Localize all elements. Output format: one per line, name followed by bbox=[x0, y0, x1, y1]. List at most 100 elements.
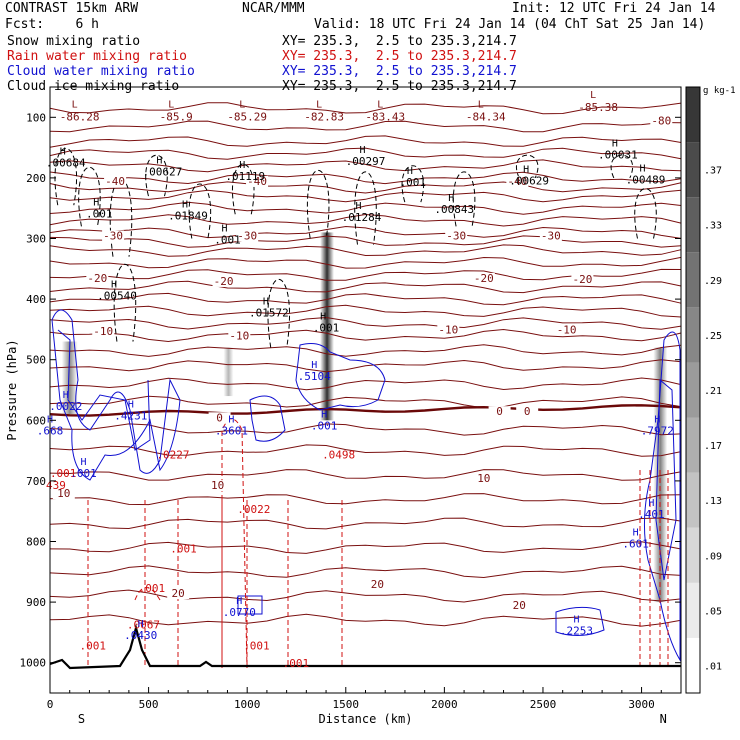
high-marker: H bbox=[138, 619, 144, 630]
y-tick-label: 600 bbox=[26, 414, 46, 427]
cloudwater-contour bbox=[555, 606, 605, 636]
isotherm-label: -30 bbox=[103, 230, 123, 243]
colorbar-label: .13 bbox=[704, 496, 722, 507]
isotherm-line bbox=[49, 181, 682, 194]
high-marker: H bbox=[321, 410, 327, 421]
terrain-line bbox=[49, 623, 681, 670]
field-snow-xy: XY= 235.3, 2.5 to 235.3,214.7 bbox=[282, 34, 517, 49]
isotherm-line bbox=[49, 135, 682, 148]
colorbar-label: .09 bbox=[704, 551, 722, 562]
high-marker: H bbox=[239, 160, 245, 171]
x-tick-label: 0 bbox=[47, 698, 54, 711]
tropopause-low-label: -86.28 bbox=[60, 110, 100, 123]
cloudwater-high-label: .401 bbox=[638, 508, 665, 521]
high-marker: H bbox=[360, 145, 366, 156]
colorbar-segment bbox=[686, 307, 700, 363]
cloudwater-contour bbox=[237, 595, 263, 615]
rain-high-label: .001 bbox=[243, 640, 270, 653]
rain-high-label: .001 bbox=[283, 657, 310, 670]
colorbar-label: .05 bbox=[704, 606, 722, 617]
colorbar-label: .21 bbox=[704, 386, 722, 397]
x-tick-label: 3000 bbox=[628, 698, 655, 711]
snow-contour bbox=[401, 165, 425, 203]
snow-shading bbox=[61, 232, 668, 603]
isotherm-label: 20 bbox=[513, 599, 526, 612]
high-marker: H bbox=[182, 199, 188, 210]
cloudwater-high-label: .0430 bbox=[124, 629, 157, 642]
isotherm-label: -20 bbox=[87, 272, 107, 285]
isotherm-label: 10 bbox=[477, 472, 490, 485]
rain-high-label: 439 bbox=[46, 479, 66, 492]
rain-high-label: .001 bbox=[80, 640, 107, 653]
isotherm-label: -10 bbox=[557, 323, 577, 336]
isotherm-line bbox=[49, 328, 682, 343]
high-marker: H bbox=[228, 414, 234, 425]
isotherm-line bbox=[49, 469, 682, 481]
high-marker: H bbox=[640, 164, 646, 175]
isotherm-label: -10 bbox=[93, 325, 113, 338]
snow-contour bbox=[354, 171, 377, 245]
colorbar-segment bbox=[686, 637, 700, 693]
isotherm-line bbox=[49, 395, 682, 409]
isotherm-line bbox=[49, 225, 682, 239]
isotherm-label: -40 bbox=[105, 175, 125, 188]
colorbar-label: .25 bbox=[704, 331, 722, 342]
high-marker: H bbox=[111, 279, 117, 290]
rain-contour bbox=[134, 587, 161, 601]
snow-high-label: .00629 bbox=[509, 175, 549, 188]
snow-contour bbox=[54, 148, 78, 206]
isotherm-label: 0 bbox=[496, 405, 503, 418]
isotherm-label: -20 bbox=[214, 275, 234, 288]
cloudwater-contour bbox=[295, 343, 386, 411]
isotherm-line bbox=[49, 517, 682, 530]
isotherm-line bbox=[49, 423, 682, 436]
snow-contour bbox=[231, 163, 255, 215]
colorbar-label: .17 bbox=[704, 441, 722, 452]
rain-contours bbox=[87, 418, 669, 669]
isotherm-line bbox=[49, 444, 682, 457]
tropopause-low-label: -85.38 bbox=[578, 101, 618, 114]
isotherm-line bbox=[49, 171, 682, 185]
isotherm-label: -40 bbox=[507, 175, 527, 188]
x-tick-label: 1000 bbox=[234, 698, 261, 711]
cloudwater-high-label: .001 bbox=[70, 467, 97, 480]
field-rain-name: Rain water mixing ratio bbox=[7, 49, 188, 64]
snow-high-label: .001 bbox=[214, 234, 241, 247]
init-time: Init: 12 UTC Fri 24 Jan 14 bbox=[512, 1, 716, 16]
cloudwater-high-label: .5104 bbox=[298, 370, 331, 383]
isotherm-lines bbox=[49, 102, 682, 627]
isotherm-label: -30 bbox=[541, 230, 561, 243]
snow-high-label: .01849 bbox=[168, 209, 208, 222]
x-tick-label: 2000 bbox=[431, 698, 458, 711]
high-marker: H bbox=[407, 166, 413, 177]
isotherm-line bbox=[49, 213, 682, 227]
snow-high-label: .00627 bbox=[143, 166, 183, 179]
rain-high-label: .0498 bbox=[322, 449, 355, 462]
snow-high-label: .01284 bbox=[342, 211, 382, 224]
cloudwater-contour bbox=[249, 395, 286, 442]
cloudwater-high-label: .2253 bbox=[560, 624, 593, 637]
cloudwater-contours bbox=[51, 309, 681, 662]
high-marker: H bbox=[93, 197, 99, 208]
cloudwater-high-label: .0770 bbox=[223, 606, 256, 619]
rain-high-label: .0022 bbox=[237, 503, 270, 516]
low-marker: L bbox=[590, 90, 596, 101]
snow-high-label: .01119 bbox=[225, 170, 265, 183]
isotherm-label: -10 bbox=[229, 329, 249, 342]
y-tick-label: 1000 bbox=[20, 657, 47, 670]
tropopause-low-label: -83.43 bbox=[365, 110, 405, 123]
colorbar-segment bbox=[686, 362, 700, 418]
high-marker: H bbox=[311, 360, 317, 371]
snow-contour bbox=[452, 171, 476, 227]
cloudwater-high-label: .0022 bbox=[49, 400, 82, 413]
model-title: CONTRAST 15km ARW bbox=[5, 1, 139, 16]
x-tick-label: 2500 bbox=[530, 698, 557, 711]
rain-contour bbox=[221, 418, 248, 669]
snow-shade-patch bbox=[223, 347, 234, 397]
snow-contour bbox=[516, 154, 539, 179]
isotherm-label: -30 bbox=[237, 230, 257, 243]
colorbar-segment bbox=[686, 197, 700, 253]
y-tick-label: 800 bbox=[26, 536, 46, 549]
low-marker: L bbox=[478, 99, 484, 110]
